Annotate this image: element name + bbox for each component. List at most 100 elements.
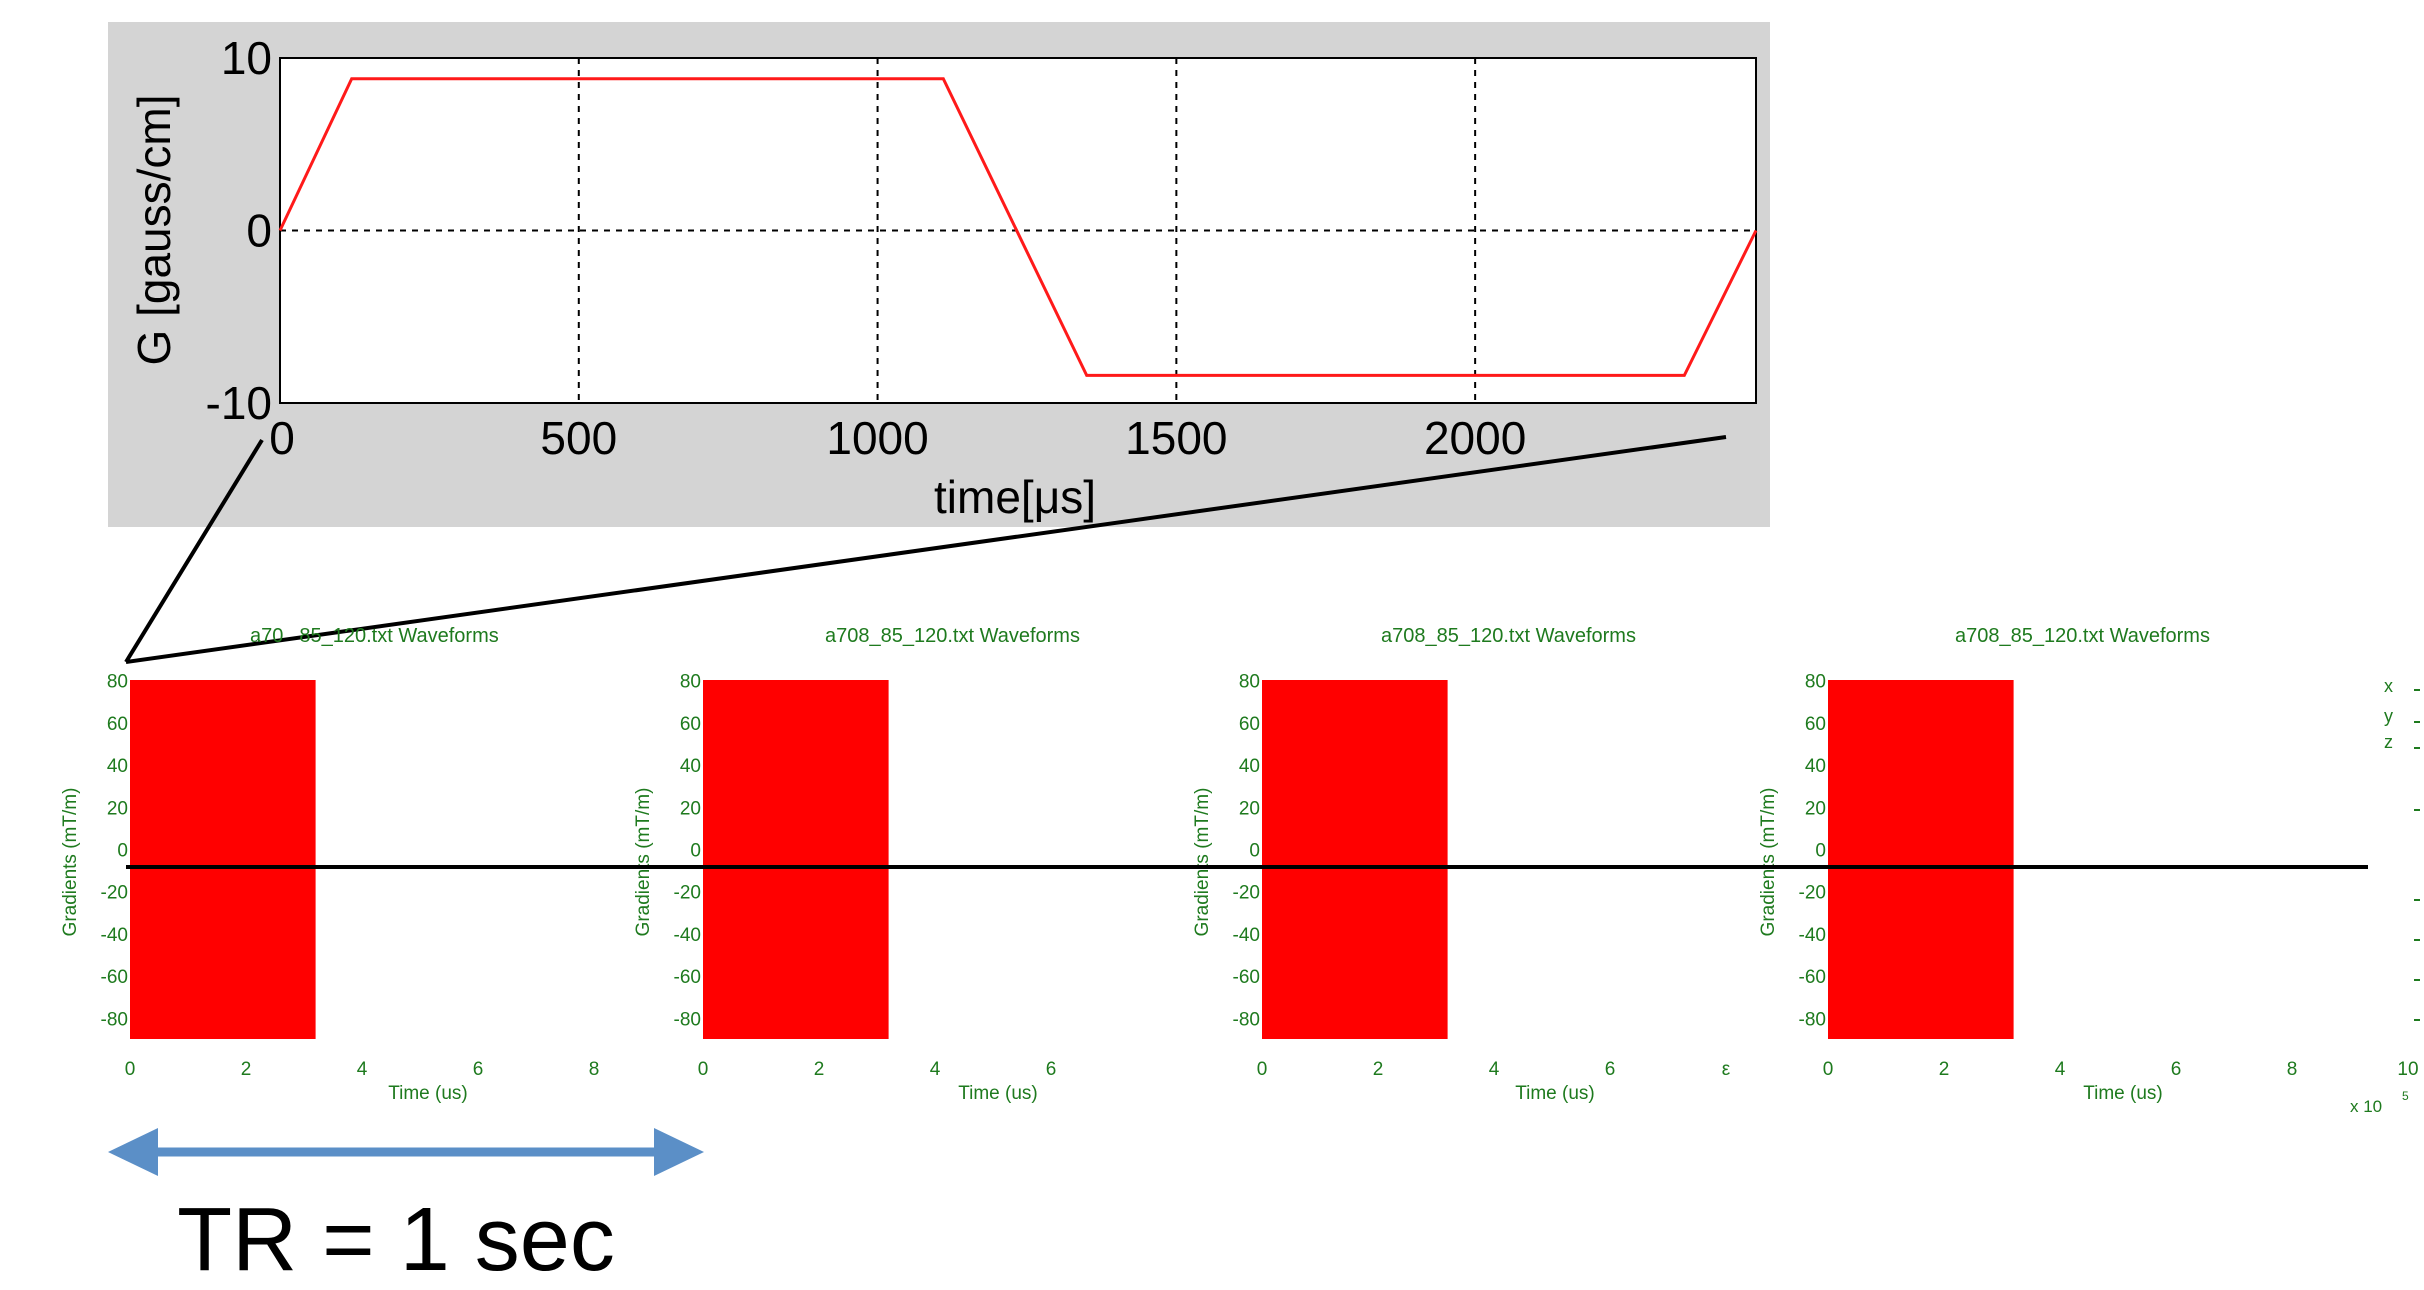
waveform-y-tick-label: 20 (1805, 798, 1826, 819)
waveform-x-tick-label: 2 (1373, 1059, 1384, 1080)
tr-annotation: TR = 1 sec (108, 1128, 704, 1290)
legend-remnant: x y z (2384, 676, 2420, 1021)
zoom-x-tick-labels: 0 500 1000 1500 2000 (269, 412, 1526, 464)
waveform-x-tick-label: 0 (1257, 1059, 1268, 1080)
waveform-x-tick-label: 4 (2055, 1059, 2066, 1080)
waveform-y-tick-label: 40 (107, 756, 128, 777)
waveform-y-tick-label: -80 (674, 1009, 701, 1030)
waveform-y-tick-label: -80 (101, 1009, 128, 1030)
waveform-x-tick-label: 4 (357, 1059, 368, 1080)
waveform-x-tick-label: 6 (1046, 1059, 1057, 1080)
waveform-x-multiplier-exponent: 5 (2402, 1089, 2409, 1103)
waveform-y-tick-label: -40 (101, 925, 128, 946)
waveform-y-axis-label: Gradients (mT/m) (60, 788, 81, 937)
waveform-y-tick-label: -80 (1233, 1009, 1260, 1030)
waveform-x-tick-label: 8 (589, 1059, 600, 1080)
waveform-x-axis-label: Time (us) (388, 1083, 468, 1104)
waveform-y-tick-label: -40 (1233, 925, 1260, 946)
zoom-y-axis-label: G [gauss/cm] (128, 95, 180, 366)
waveform-y-tick-label: 20 (107, 798, 128, 819)
waveform-x-tick-label: 6 (2171, 1059, 2182, 1080)
waveform-y-tick-label: 0 (1249, 841, 1260, 862)
waveform-y-tick-label: 60 (1805, 714, 1826, 735)
waveform-y-axis-label: Gradients (mT/m) (1758, 788, 1779, 937)
zoom-x-tick-label: 1500 (1125, 412, 1227, 464)
waveform-y-tick-label: 60 (1239, 714, 1260, 735)
waveform-y-tick-label: 0 (690, 841, 701, 862)
zoom-x-axis-label: time[μs] (934, 471, 1096, 523)
zoom-x-tick-label: 1000 (826, 412, 928, 464)
waveform-x-axis-label: Time (us) (958, 1083, 1038, 1104)
waveform-x-tick-label: 2 (814, 1059, 825, 1080)
waveform-y-tick-label: -20 (674, 883, 701, 904)
waveform-y-tick-label: 80 (680, 672, 701, 693)
waveform-y-tick-label: -60 (674, 967, 701, 988)
waveform-panel: a708_85_120.txt Waveforms806040200-20-40… (1758, 625, 2419, 1116)
waveform-panel: a708_85_120.txt Waveforms806040200-20-40… (1192, 625, 1731, 1104)
waveform-y-tick-label: 0 (1815, 841, 1826, 862)
waveform-y-tick-label: -60 (101, 967, 128, 988)
waveform-y-tick-label: 40 (1239, 756, 1260, 777)
waveform-panel-title: a708_85_120.txt Waveforms (825, 625, 1080, 647)
waveform-panel-title: a708_85_120.txt Waveforms (1381, 625, 1636, 647)
waveform-y-tick-label: 60 (680, 714, 701, 735)
gradient-block (130, 680, 316, 1039)
legend-x-label: x (2384, 676, 2393, 696)
zoom-x-tick-label: 500 (540, 412, 617, 464)
zoom-y-tick-label: 0 (246, 205, 272, 257)
waveform-y-tick-label: 20 (680, 798, 701, 819)
waveform-y-tick-label: 40 (1805, 756, 1826, 777)
legend-dash-marks (2414, 689, 2420, 1021)
waveform-panel: a70 85_120.txt Waveforms806040200-20-40-… (60, 625, 599, 1104)
waveform-x-tick-label: 6 (473, 1059, 484, 1080)
waveform-panel-title: a70 85_120.txt Waveforms (250, 625, 499, 647)
waveform-y-axis-label: Gradients (mT/m) (1192, 788, 1213, 937)
zoom-connector-right (125, 435, 1727, 664)
waveform-y-tick-label: -40 (674, 925, 701, 946)
gradient-block (1828, 680, 2014, 1039)
tr-label: TR = 1 sec (177, 1190, 615, 1290)
waveform-y-tick-label: 80 (107, 672, 128, 693)
zoom-y-tick-label: -10 (206, 377, 272, 429)
waveform-x-tick-label: ε (1722, 1059, 1731, 1080)
zoom-y-tick-labels: 10 0 -10 (206, 32, 272, 429)
waveform-y-tick-label: -60 (1799, 967, 1826, 988)
waveform-y-tick-label: -20 (101, 883, 128, 904)
waveform-x-tick-label: 2 (241, 1059, 252, 1080)
waveform-x-multiplier: x 10 (2350, 1097, 2382, 1116)
waveform-x-tick-label: 8 (2287, 1059, 2298, 1080)
waveform-y-tick-label: -80 (1799, 1009, 1826, 1030)
gradient-block (703, 680, 889, 1039)
waveform-y-axis-label: Gradients (mT/m) (633, 788, 654, 937)
tr-arrow-right-head (654, 1128, 704, 1176)
waveform-x-tick-label: 0 (1823, 1059, 1834, 1080)
waveform-x-axis-label: Time (us) (2083, 1083, 2163, 1104)
legend-z-label: z (2384, 732, 2393, 752)
waveform-panel-title: a708_85_120.txt Waveforms (1955, 625, 2210, 647)
waveform-y-tick-label: 0 (117, 841, 128, 862)
waveform-x-axis-label: Time (us) (1515, 1083, 1595, 1104)
waveform-panels: a70 85_120.txt Waveforms806040200-20-40-… (60, 625, 2419, 1116)
gradient-block (1262, 680, 1448, 1039)
zoom-y-tick-label: 10 (221, 32, 272, 84)
waveform-x-tick-label: 2 (1939, 1059, 1950, 1080)
zoom-x-tick-label: 0 (269, 412, 295, 464)
waveform-x-tick-label: 0 (125, 1059, 136, 1080)
waveform-panel: a708_85_120.txt Waveforms 80 60 40 20 0 -20 -40… (633, 625, 1080, 1104)
waveform-y-tick-label: 80 (1239, 672, 1260, 693)
waveform-y-tick-label: 20 (1239, 798, 1260, 819)
zoom-x-tick-label: 2000 (1424, 412, 1526, 464)
waveform-y-tick-label: 80 (1805, 672, 1826, 693)
zoom-plot: 100-10 0 500 1000 1500 2000 time[μs] G [gaus… (108, 22, 1770, 527)
waveform-y-tick-label: -20 (1233, 883, 1260, 904)
tr-arrow-left-head (108, 1128, 158, 1176)
waveform-y-tick-label: 60 (107, 714, 128, 735)
waveform-x-tick-label: 6 (1605, 1059, 1616, 1080)
zoom-connector-left (124, 438, 264, 664)
waveform-x-tick-label: 4 (930, 1059, 941, 1080)
waveform-y-tick-label: -20 (1799, 883, 1826, 904)
legend-y-label: y (2384, 706, 2393, 726)
waveform-y-tick-label: -60 (1233, 967, 1260, 988)
waveform-y-tick-label: 40 (680, 756, 701, 777)
